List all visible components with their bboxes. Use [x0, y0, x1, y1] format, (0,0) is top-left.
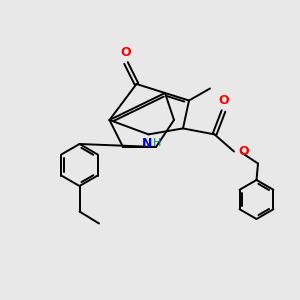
Text: O: O: [121, 46, 131, 59]
Text: O: O: [218, 94, 229, 107]
Text: N: N: [142, 137, 152, 150]
Text: H: H: [153, 138, 161, 148]
Text: O: O: [238, 145, 248, 158]
